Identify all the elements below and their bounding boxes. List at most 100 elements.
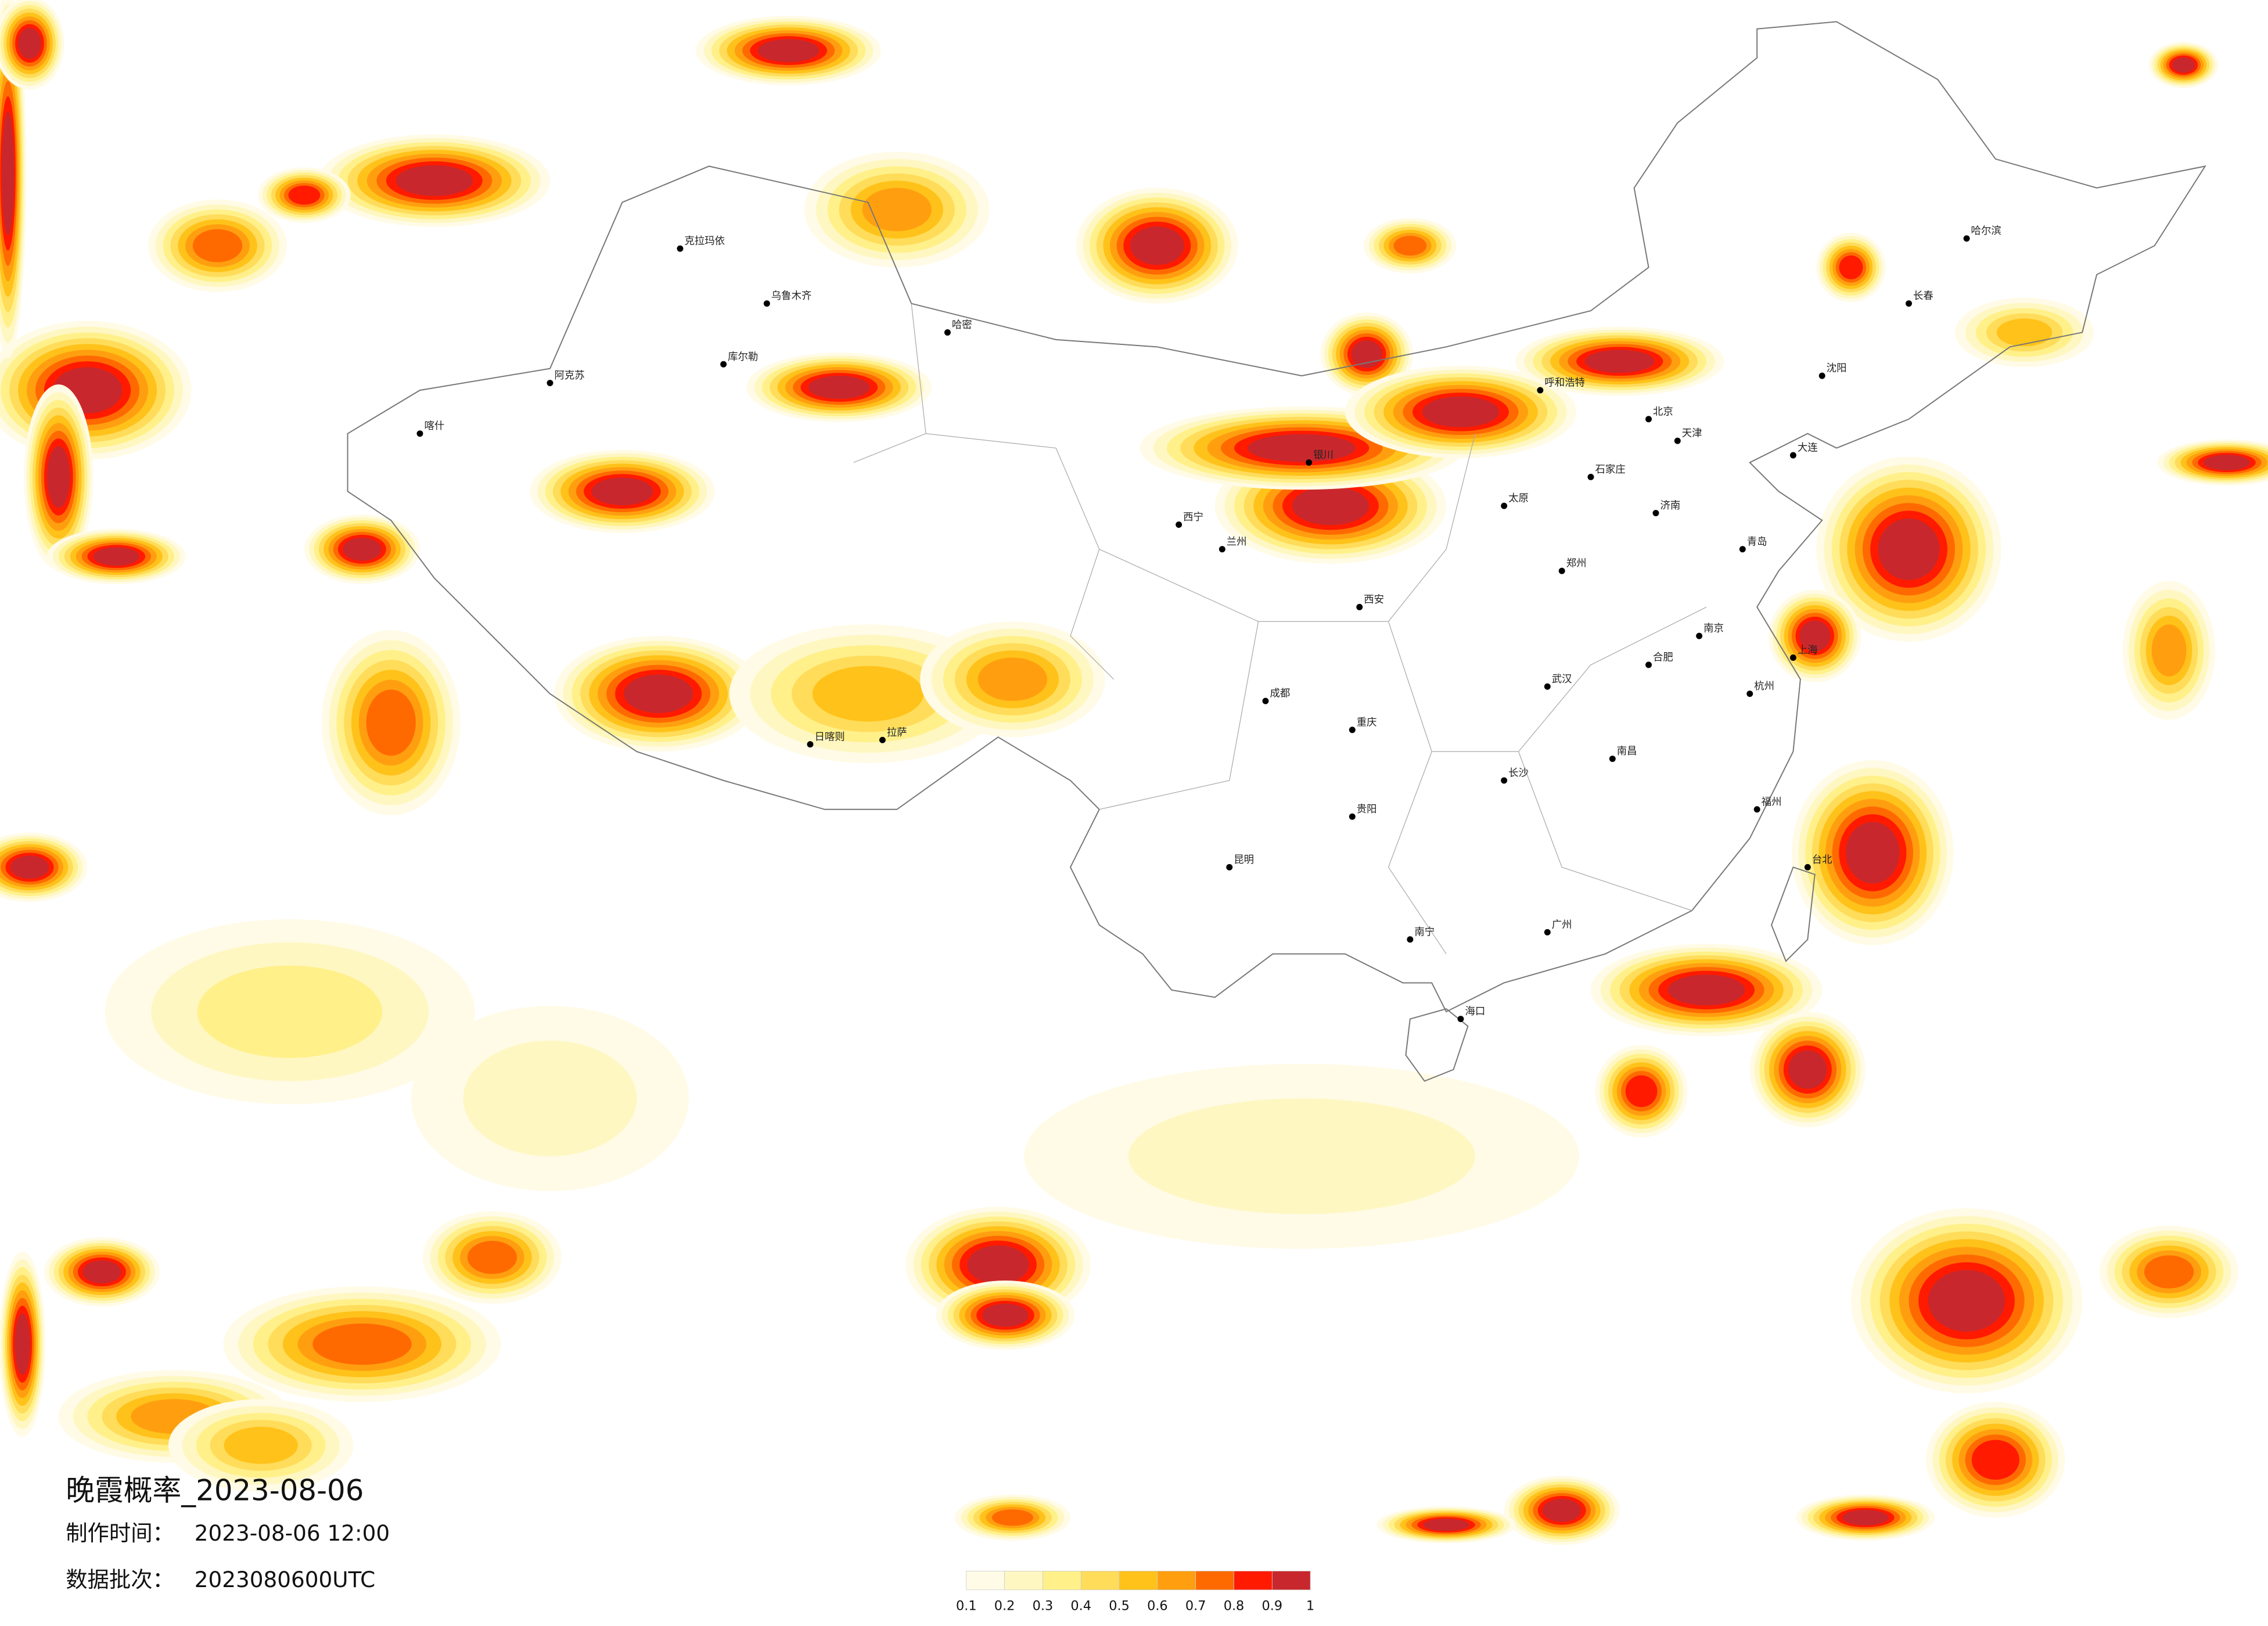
colorbar-tick-label: 1 (1306, 1599, 1314, 1614)
taiwan-border (1771, 866, 1816, 962)
city-dot (1739, 546, 1746, 553)
city-label: 福州 (1762, 796, 1782, 808)
colorbar-tick-label: 0.7 (1185, 1599, 1206, 1614)
probability-patch (2151, 624, 2187, 677)
city-dot (1544, 683, 1551, 690)
info-value: 2023080600UTC (195, 1567, 376, 1592)
probability-patch (343, 537, 382, 561)
colorbar-tick-label: 0.8 (1224, 1599, 1245, 1614)
city-dot (1262, 697, 1269, 704)
probability-patch (224, 1427, 298, 1464)
city-dot (1537, 387, 1544, 394)
city-dot (807, 741, 814, 748)
city-label: 郑州 (1566, 558, 1587, 570)
colorbar-swatch (1157, 1571, 1196, 1591)
info-value: 2023-08-06 12:00 (195, 1520, 390, 1546)
city-label: 哈密 (952, 319, 972, 331)
probability-patch (808, 376, 870, 399)
province-border (853, 303, 1707, 955)
colorbar-tick-label: 0.5 (1109, 1599, 1130, 1614)
colorbar-swatch (1119, 1571, 1158, 1591)
probability-patch (93, 547, 140, 566)
colorbar-tick-label: 0.4 (1070, 1599, 1091, 1614)
probability-patch (366, 689, 416, 756)
city-label: 库尔勒 (728, 351, 758, 363)
probability-patch (15, 1313, 30, 1375)
probability-patch (2, 111, 15, 235)
colorbar-swatch (1043, 1571, 1081, 1591)
probability-patch (288, 185, 321, 205)
probability-patch (1422, 396, 1500, 427)
city-label: 台北 (1812, 854, 1832, 866)
probability-patch (1799, 620, 1831, 652)
city-label: 广州 (1552, 919, 1572, 931)
probability-patch (197, 965, 383, 1058)
city-dot (1407, 936, 1414, 943)
city-label: 北京 (1653, 406, 1673, 418)
probability-patch (812, 665, 924, 722)
city-dot (1746, 690, 1753, 697)
info-label: 制作时间： (66, 1520, 174, 1546)
probability-patch (2144, 1255, 2194, 1289)
probability-patch (1248, 434, 1356, 462)
city-dot (1963, 235, 1970, 242)
probability-patch (1971, 1440, 2019, 1480)
city-label: 长沙 (1508, 768, 1529, 779)
probability-patch (1585, 350, 1655, 373)
probability-patch (467, 1240, 517, 1274)
probability-patch (10, 855, 49, 879)
city-dot (1645, 416, 1652, 423)
probability-patch (1625, 1075, 1658, 1107)
probability-patch (623, 674, 693, 713)
probability-patch (1842, 1510, 1889, 1526)
city-dot (1176, 521, 1182, 528)
city-label: 银川 (1313, 449, 1334, 461)
city-dot (677, 245, 684, 252)
map-title: 晚霞概率_2023-08-06 (66, 1473, 364, 1507)
probability-patch (1128, 1098, 1475, 1214)
city-dot (1356, 603, 1363, 610)
colorbar-tick-label: 0.2 (994, 1599, 1015, 1614)
probability-patch (82, 1260, 121, 1284)
city-label: 上海 (1798, 645, 1818, 656)
colorbar-swatch (1234, 1571, 1273, 1591)
city-dot (944, 329, 951, 336)
colorbar-swatch (966, 1571, 1005, 1591)
probability-patch (1845, 822, 1900, 884)
city-dot (1789, 452, 1796, 459)
city-label: 长春 (1913, 290, 1933, 302)
city-dot (879, 736, 886, 743)
probability-patch (1292, 486, 1370, 526)
city-dot (1219, 546, 1225, 553)
city-dot (1457, 1016, 1464, 1023)
city-label: 沈阳 (1827, 363, 1847, 375)
city-dot (547, 380, 553, 387)
city-dot (1696, 632, 1703, 639)
mainland-border (347, 21, 2206, 1013)
city-label: 西安 (1364, 594, 1384, 606)
info-label: 数据批次： (66, 1567, 174, 1592)
city-label: 南京 (1703, 623, 1724, 635)
city-label: 太原 (1508, 493, 1529, 505)
city-label: 呼和浩特 (1544, 377, 1585, 389)
city-label: 重庆 (1357, 717, 1377, 728)
city-dot (1558, 567, 1565, 574)
colorbar-swatch (1195, 1571, 1234, 1591)
probability-patch (18, 28, 41, 59)
colorbar-tick-label: 0.3 (1033, 1599, 1054, 1614)
city-dot (1226, 864, 1233, 870)
city-dot (1306, 459, 1313, 466)
probability-patch (1130, 226, 1184, 265)
colorbar-tick-label: 0.6 (1147, 1599, 1168, 1614)
probability-patch (862, 188, 932, 232)
city-dot (1501, 777, 1508, 784)
country-outline (347, 21, 2206, 1082)
city-dot (763, 300, 770, 307)
probability-patch (1839, 255, 1863, 279)
probability-patch (46, 446, 70, 508)
city-label: 喀什 (424, 420, 444, 432)
city-dot (1544, 929, 1551, 936)
